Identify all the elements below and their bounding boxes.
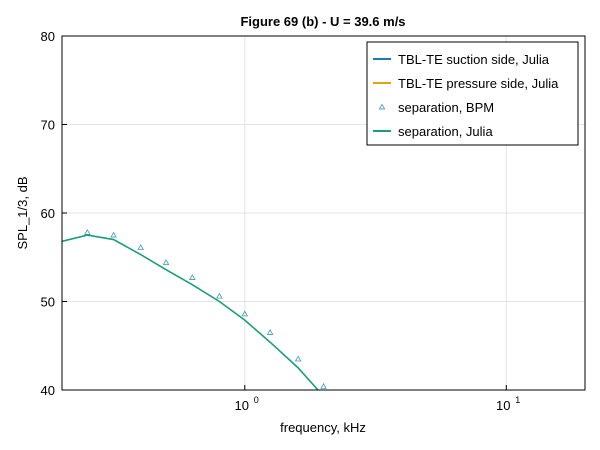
legend-label: separation, Julia <box>398 124 493 139</box>
x-tick-exponent: 1 <box>515 395 520 405</box>
series-3-point <box>294 355 302 362</box>
series-3-point <box>162 259 170 265</box>
y-tick-label: 70 <box>41 118 55 133</box>
series-3-point <box>320 383 327 389</box>
y-axis-label: SPL_1/3, dB <box>15 177 30 250</box>
series-group <box>62 229 327 390</box>
legend-swatch-marker <box>378 103 386 110</box>
series-3-point <box>216 292 223 299</box>
plot-area <box>62 229 327 390</box>
series-3-point <box>189 274 196 280</box>
y-tick-label: 80 <box>41 29 55 44</box>
legend: TBL-TE suction side, Julia TBL-TE pressur… <box>366 41 579 146</box>
series-4-line <box>62 234 320 390</box>
y-tick-label: 50 <box>41 295 55 310</box>
series-3-point <box>266 329 274 335</box>
ticks: 40 50 60 70 80 10 0 10 1 <box>41 29 521 413</box>
series-3-point <box>137 244 145 250</box>
legend-label: TBL-TE suction side, Julia <box>398 52 550 67</box>
x-tick-label: 10 <box>235 398 249 413</box>
chart-title: Figure 69 (b) - U = 39.6 m/s <box>240 14 405 29</box>
y-tick-label: 40 <box>41 383 55 398</box>
x-tick-exponent: 0 <box>254 395 259 405</box>
series-3-point <box>84 229 91 235</box>
x-axis-label: frequency, kHz <box>280 420 366 435</box>
series-3-point <box>241 310 249 317</box>
legend-label: separation, BPM <box>398 100 494 115</box>
y-tick-label: 60 <box>41 206 55 221</box>
x-tick-label: 10 <box>496 398 510 413</box>
legend-box <box>366 41 579 146</box>
legend-label: TBL-TE pressure side, Julia <box>398 76 559 91</box>
series-3-point <box>110 231 117 238</box>
